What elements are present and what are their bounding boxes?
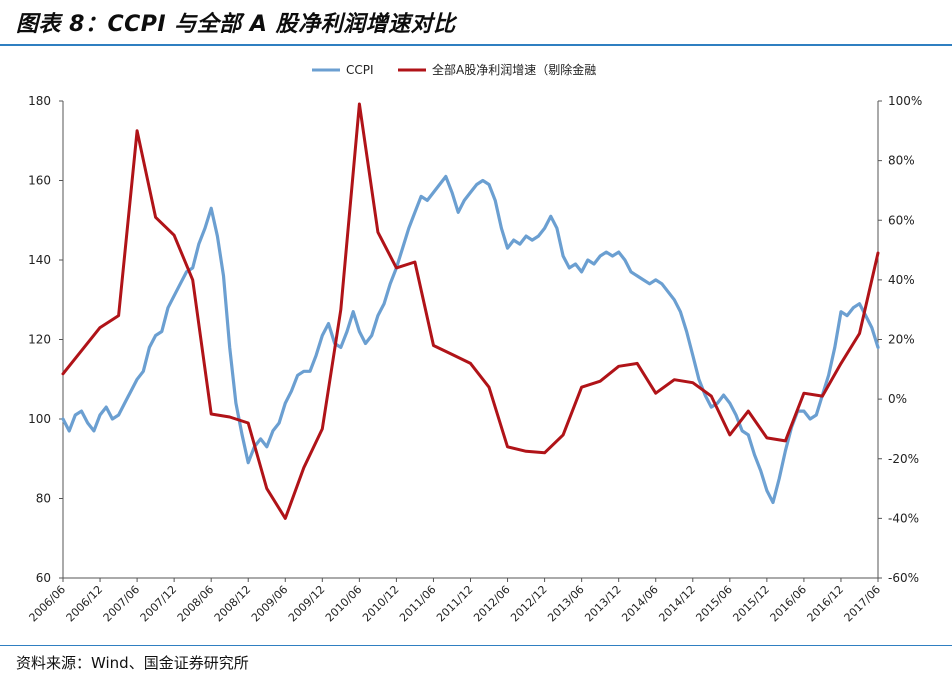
left-tick-label: 160	[28, 174, 51, 188]
title-divider	[0, 44, 952, 46]
x-tick-label: 2007/12	[138, 583, 180, 625]
legend-label: CCPI	[346, 63, 374, 77]
x-tick-label: 2011/06	[397, 583, 439, 625]
x-tick-label: 2010/06	[323, 583, 365, 625]
x-tick-label: 2012/12	[508, 583, 550, 625]
x-tick-label: 2008/06	[175, 583, 217, 625]
right-tick-label: 20%	[888, 333, 915, 347]
right-tick-label: 60%	[888, 213, 915, 227]
chart-legend: CCPI 全部A股净利润增速（剔除金融	[312, 62, 596, 77]
right-tick-label: -60%	[888, 571, 919, 585]
x-tick-label: 2017/06	[842, 583, 884, 625]
legend-label: 全部A股净利润增速（剔除金融	[432, 62, 596, 77]
x-tick-label: 2011/12	[434, 583, 476, 625]
x-tick-label: 2006/06	[27, 583, 69, 625]
left-tick-label: 80	[36, 492, 51, 506]
series-line-ccpi	[61, 174, 880, 505]
right-tick-label: 0%	[888, 392, 907, 406]
x-tick-label: 2013/06	[545, 583, 587, 625]
x-tick-label: 2014/06	[619, 583, 661, 625]
right-tick-label: 80%	[888, 154, 915, 168]
x-tick-label: 2016/06	[768, 583, 810, 625]
x-tick-label: 2013/12	[582, 583, 624, 625]
left-tick-label: 120	[28, 333, 51, 347]
x-tick-label: 2016/12	[805, 583, 847, 625]
line-chart: CCPI 全部A股净利润增速（剔除金融 60 80 100 120 140 160 180 -6…	[27, 62, 923, 624]
footer-divider	[0, 645, 952, 646]
x-tick-label: 2014/12	[656, 583, 698, 625]
x-tick-label: 2008/12	[212, 583, 254, 625]
x-tick-label: 2015/06	[693, 583, 735, 625]
x-tick-label: 2006/12	[64, 583, 106, 625]
x-tick-label: 2007/06	[101, 583, 143, 625]
left-tick-label: 180	[28, 94, 51, 108]
source-note: 资料来源：Wind、国金证券研究所	[16, 654, 249, 672]
right-tick-label: -20%	[888, 452, 919, 466]
x-tick-label: 2010/12	[360, 583, 402, 625]
right-tick-label: 100%	[888, 94, 922, 108]
x-tick-label: 2012/06	[471, 583, 513, 625]
page-title: 图表 8：CCPI 与全部 A 股净利润增速对比	[16, 12, 456, 37]
right-tick-label: -40%	[888, 511, 919, 525]
chart-axes: 60 80 100 120 140 160 180 -60% -40% -20% 0% 20% 40% 6…	[27, 94, 923, 624]
series-line-a-share-profit-growth	[61, 102, 880, 520]
chart-series	[61, 102, 880, 520]
x-tick-label: 2009/06	[249, 583, 291, 625]
x-tick-label: 2009/12	[286, 583, 328, 625]
right-tick-label: 40%	[888, 273, 915, 287]
x-tick-label: 2015/12	[730, 583, 772, 625]
left-tick-label: 100	[28, 412, 51, 426]
left-tick-label: 60	[36, 571, 51, 585]
left-tick-label: 140	[28, 253, 51, 267]
